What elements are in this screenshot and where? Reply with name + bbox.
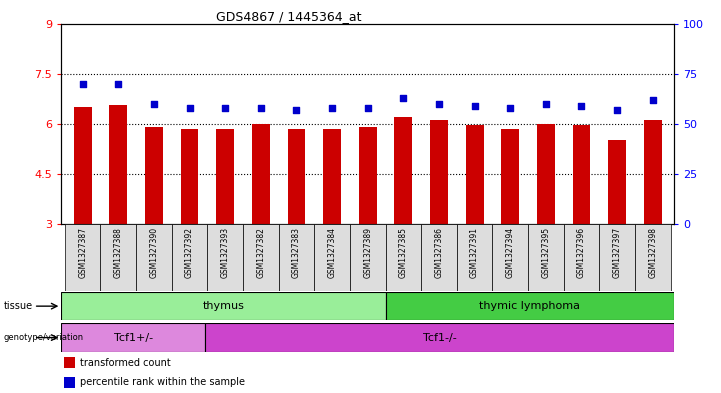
Bar (64, 357, 76, 368)
Point (540, 101, 552, 107)
Text: thymus: thymus (203, 301, 244, 311)
Bar (100, 224, 136, 291)
Point (255, 105, 267, 111)
Point (219, 105, 231, 111)
Bar (386, 292, 674, 320)
Text: GSM1327395: GSM1327395 (541, 227, 550, 279)
Text: GSM1327387: GSM1327387 (78, 227, 87, 278)
Bar (501, 129, 519, 224)
Bar (136, 224, 172, 291)
Point (77, 81, 89, 87)
Bar (394, 117, 412, 224)
Bar (61, 323, 205, 352)
Point (291, 107, 302, 113)
Bar (564, 224, 599, 291)
Bar (609, 141, 626, 224)
Text: thymic lymphoma: thymic lymphoma (479, 301, 580, 311)
Text: GSM1327382: GSM1327382 (257, 227, 265, 278)
Text: GSM1327385: GSM1327385 (399, 227, 408, 278)
Bar (599, 224, 635, 291)
Bar (278, 224, 314, 291)
Text: GSM1327389: GSM1327389 (363, 227, 372, 278)
Bar (492, 224, 528, 291)
Bar (644, 121, 662, 224)
Bar (323, 129, 341, 224)
Bar (110, 105, 127, 224)
Bar (430, 121, 448, 224)
Bar (216, 129, 234, 224)
Bar (145, 127, 163, 224)
Point (112, 81, 124, 87)
Text: GSM1327392: GSM1327392 (185, 227, 194, 278)
Text: percentile rank within the sample: percentile rank within the sample (80, 377, 244, 387)
Text: transformed count: transformed count (80, 358, 170, 368)
Bar (65, 224, 100, 291)
Point (184, 105, 195, 111)
Point (647, 97, 658, 103)
Bar (181, 129, 198, 224)
Bar (350, 224, 386, 291)
Point (505, 105, 516, 111)
Text: GSM1327393: GSM1327393 (221, 227, 230, 279)
Point (576, 103, 588, 109)
Bar (172, 224, 208, 291)
Bar (386, 224, 421, 291)
Bar (208, 224, 243, 291)
Bar (466, 125, 484, 224)
Bar (528, 224, 564, 291)
Bar (205, 323, 674, 352)
Text: GSM1327388: GSM1327388 (114, 227, 123, 278)
Bar (64, 377, 76, 388)
Point (433, 101, 445, 107)
Bar (243, 224, 278, 291)
Text: genotype/variation: genotype/variation (4, 333, 84, 342)
Bar (314, 224, 350, 291)
Bar (288, 129, 306, 224)
Text: tissue: tissue (4, 301, 32, 311)
Point (469, 103, 480, 109)
Text: GSM1327397: GSM1327397 (613, 227, 622, 279)
Point (362, 105, 373, 111)
Text: GSM1327398: GSM1327398 (648, 227, 658, 278)
Text: GSM1327390: GSM1327390 (149, 227, 159, 279)
Point (327, 105, 338, 111)
Text: GSM1327391: GSM1327391 (470, 227, 479, 278)
Text: Tcf1+/-: Tcf1+/- (114, 332, 153, 343)
Text: GSM1327394: GSM1327394 (505, 227, 515, 279)
Bar (537, 124, 554, 224)
Bar (421, 224, 457, 291)
Point (397, 95, 409, 101)
Bar (74, 107, 92, 224)
Point (611, 107, 623, 113)
Point (148, 101, 159, 107)
Bar (61, 292, 386, 320)
Text: GSM1327383: GSM1327383 (292, 227, 301, 278)
Text: GSM1327384: GSM1327384 (327, 227, 337, 278)
Bar (457, 224, 492, 291)
Bar (359, 127, 376, 224)
Text: GSM1327386: GSM1327386 (435, 227, 443, 278)
Bar (252, 124, 270, 224)
Text: Tcf1-/-: Tcf1-/- (423, 332, 456, 343)
Bar (572, 125, 590, 224)
Bar (635, 224, 671, 291)
Text: GDS4867 / 1445364_at: GDS4867 / 1445364_at (216, 10, 361, 23)
Text: GSM1327396: GSM1327396 (577, 227, 586, 279)
